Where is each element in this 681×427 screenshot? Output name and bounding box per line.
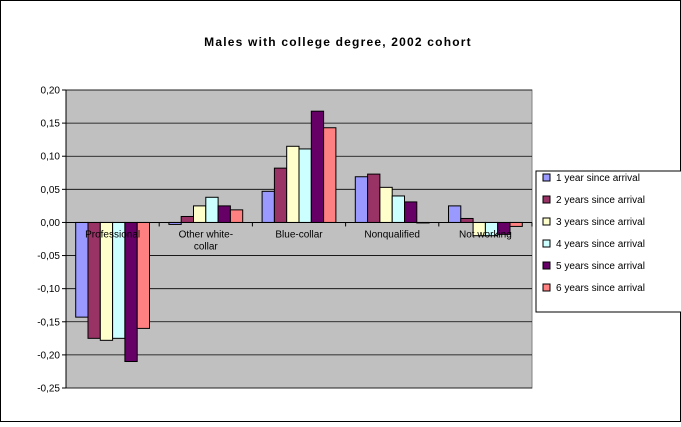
bar (229, 209, 244, 223)
y-tick-label: 0,20 (41, 86, 61, 97)
y-tick-label: -0,05 (37, 251, 60, 262)
legend-label: 1 year since arrival (556, 173, 640, 184)
x-tick-label: Blue-collar (275, 229, 323, 240)
bar (448, 205, 462, 223)
plot-area: 0,20 0,15 0,10 0,05 0,00 -0,05 -0,10 -0,15 -0,20… (37, 86, 533, 395)
legend-label: 3 years since arrival (556, 217, 645, 228)
y-tick-label: 0,00 (41, 218, 61, 229)
bar (217, 205, 231, 223)
bar (354, 176, 369, 223)
y-tick-label: -0,20 (37, 350, 60, 361)
bar (193, 205, 207, 223)
y-tick-label: 0,05 (41, 185, 61, 196)
bar (124, 221, 138, 363)
x-tick-label: collar (194, 241, 219, 252)
bar (286, 145, 300, 223)
x-tick-label: Not working (459, 229, 512, 240)
x-tick-label: Nonqualified (364, 229, 420, 240)
y-tick-label: 0,10 (41, 152, 61, 163)
legend-label: 4 years since arrival (556, 239, 645, 250)
bar (460, 217, 474, 223)
legend-swatch (542, 283, 551, 292)
legend: 1 year since arrival 2 years since arriva… (535, 170, 681, 313)
bar (509, 221, 523, 227)
legend-swatch (542, 195, 551, 204)
legend-swatch (542, 173, 551, 182)
legend-swatch (542, 261, 551, 270)
y-tick-label: -0,10 (37, 284, 60, 295)
bar (261, 190, 275, 223)
y-tick-label: -0,25 (37, 384, 60, 395)
bar (180, 215, 194, 223)
legend-label: 5 years since arrival (556, 261, 645, 272)
bar (367, 173, 381, 223)
y-tick-label: 0,15 (41, 119, 61, 130)
legend-label: 6 years since arrival (556, 283, 645, 294)
chart-title: Males with college degree, 2002 cohort (204, 35, 472, 49)
bar (391, 195, 406, 223)
bar (205, 196, 219, 223)
bar (298, 148, 312, 223)
bar (310, 110, 325, 223)
legend-swatch (542, 217, 551, 226)
bar (323, 127, 337, 223)
bar (273, 167, 288, 223)
bar (379, 186, 393, 223)
bar (404, 201, 418, 223)
x-tick-label: Professional (85, 229, 140, 240)
legend-box (535, 170, 681, 313)
legend-label: 2 years since arrival (556, 195, 645, 206)
y-tick-label: -0,15 (37, 317, 60, 328)
x-tick-label: Other white- (179, 229, 233, 240)
legend-swatch (542, 239, 551, 248)
